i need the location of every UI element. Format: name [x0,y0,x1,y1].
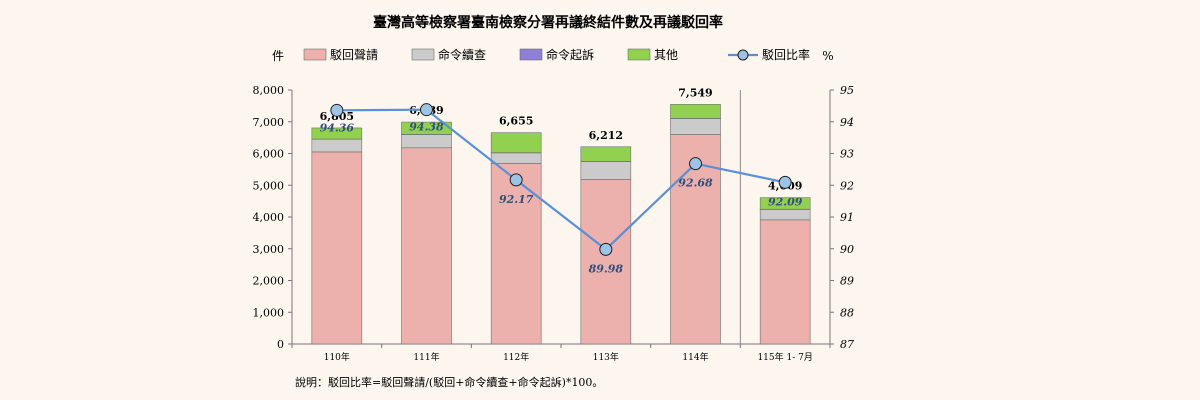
bar-segment [490,132,542,154]
rate-label: 89.98 [589,262,624,275]
bar-segment [490,163,542,345]
legend-swatch [303,48,327,61]
right-tick-label: 94 [840,116,854,129]
right-tick-label: 95 [840,84,854,97]
legend-label: 命令起訴 [546,47,594,62]
rate-label: 92.68 [678,177,713,190]
legend-label: 駁回比率 [762,47,810,62]
left-axis-unit: 件 [272,49,284,63]
bar-segment [401,134,452,149]
right-tick-label: 93 [840,148,854,161]
bar-segment [311,151,363,345]
right-tick-label: 92 [840,179,854,192]
bar-segment [580,161,632,180]
rate-point [420,103,433,117]
right-tick-label: 87 [840,338,854,351]
rate-point [330,103,344,117]
rate-label: 92.17 [499,193,534,206]
x-tick-label: 115年 1- 7月 [757,351,812,363]
left-tick-label: 1,000 [253,306,285,319]
right-axis-unit: % [822,49,833,63]
bar-segment [759,197,811,210]
rate-label: 92.09 [768,195,803,208]
rate-line [336,108,786,251]
right-tick-label: 88 [840,306,854,319]
bar-segment [311,127,363,140]
rate-point [509,173,523,187]
left-tick-label: 0 [277,338,284,351]
legend-label: 其他 [654,48,678,62]
legend-marker [737,49,749,61]
legend-swatch [519,48,543,61]
legend: 駁回聲請 命令續查 命令起訴 其他 駁回比率 [303,47,810,62]
bar-segment [490,152,542,164]
left-tick-label: 4,000 [253,211,285,224]
bar-segment [670,104,721,119]
bar-total-label: 7,549 [678,86,712,99]
bar-total-label: 6,655 [499,115,533,128]
rate-label: 94.38 [409,121,444,134]
right-tick-label: 89 [840,275,854,288]
x-tick-label: 112年 [503,351,529,363]
right-tick-label: 90 [840,243,854,256]
left-tick-label: 2,000 [253,275,285,288]
x-tick-label: 110年 [324,351,350,363]
left-tick-label: 5,000 [253,179,285,192]
bar-segment [401,147,452,345]
legend-swatch [627,48,651,61]
bar-segment [580,146,632,162]
legend-swatch [411,48,435,61]
bar-segment [759,219,811,345]
bar-segment [670,118,721,135]
x-tick-label: 111年 [413,351,439,363]
rate-point [778,175,792,189]
x-tick-label: 113年 [593,351,619,363]
legend-label: 駁回聲請 [330,47,378,62]
left-tick-label: 6,000 [253,148,285,161]
legend-label: 命令續查 [438,47,486,62]
rate-label: 94.36 [320,121,355,134]
bar-total-label: 6,212 [589,129,623,142]
x-tick-label: 114年 [682,351,708,363]
bar-segment [311,138,363,153]
chart-note: 說明：駁回比率=駁回聲請/(駁回+命令續查+命令起訴)*100。 [295,375,603,389]
plot-area: 0 1,000 2,000 3,000 4,000 5,000 6,000 7,000 8,00… [253,84,855,363]
left-tick-label: 7,000 [253,116,285,129]
chart-title: 臺灣高等檢察署臺南檢察分署再議終結件數及再議駁回率 [373,14,723,31]
rate-point [599,242,613,256]
rate-point [689,157,702,171]
left-tick-label: 3,000 [253,243,285,256]
bar-segment [759,209,811,221]
right-tick-label: 91 [840,211,854,224]
left-tick-label: 8,000 [253,84,285,97]
